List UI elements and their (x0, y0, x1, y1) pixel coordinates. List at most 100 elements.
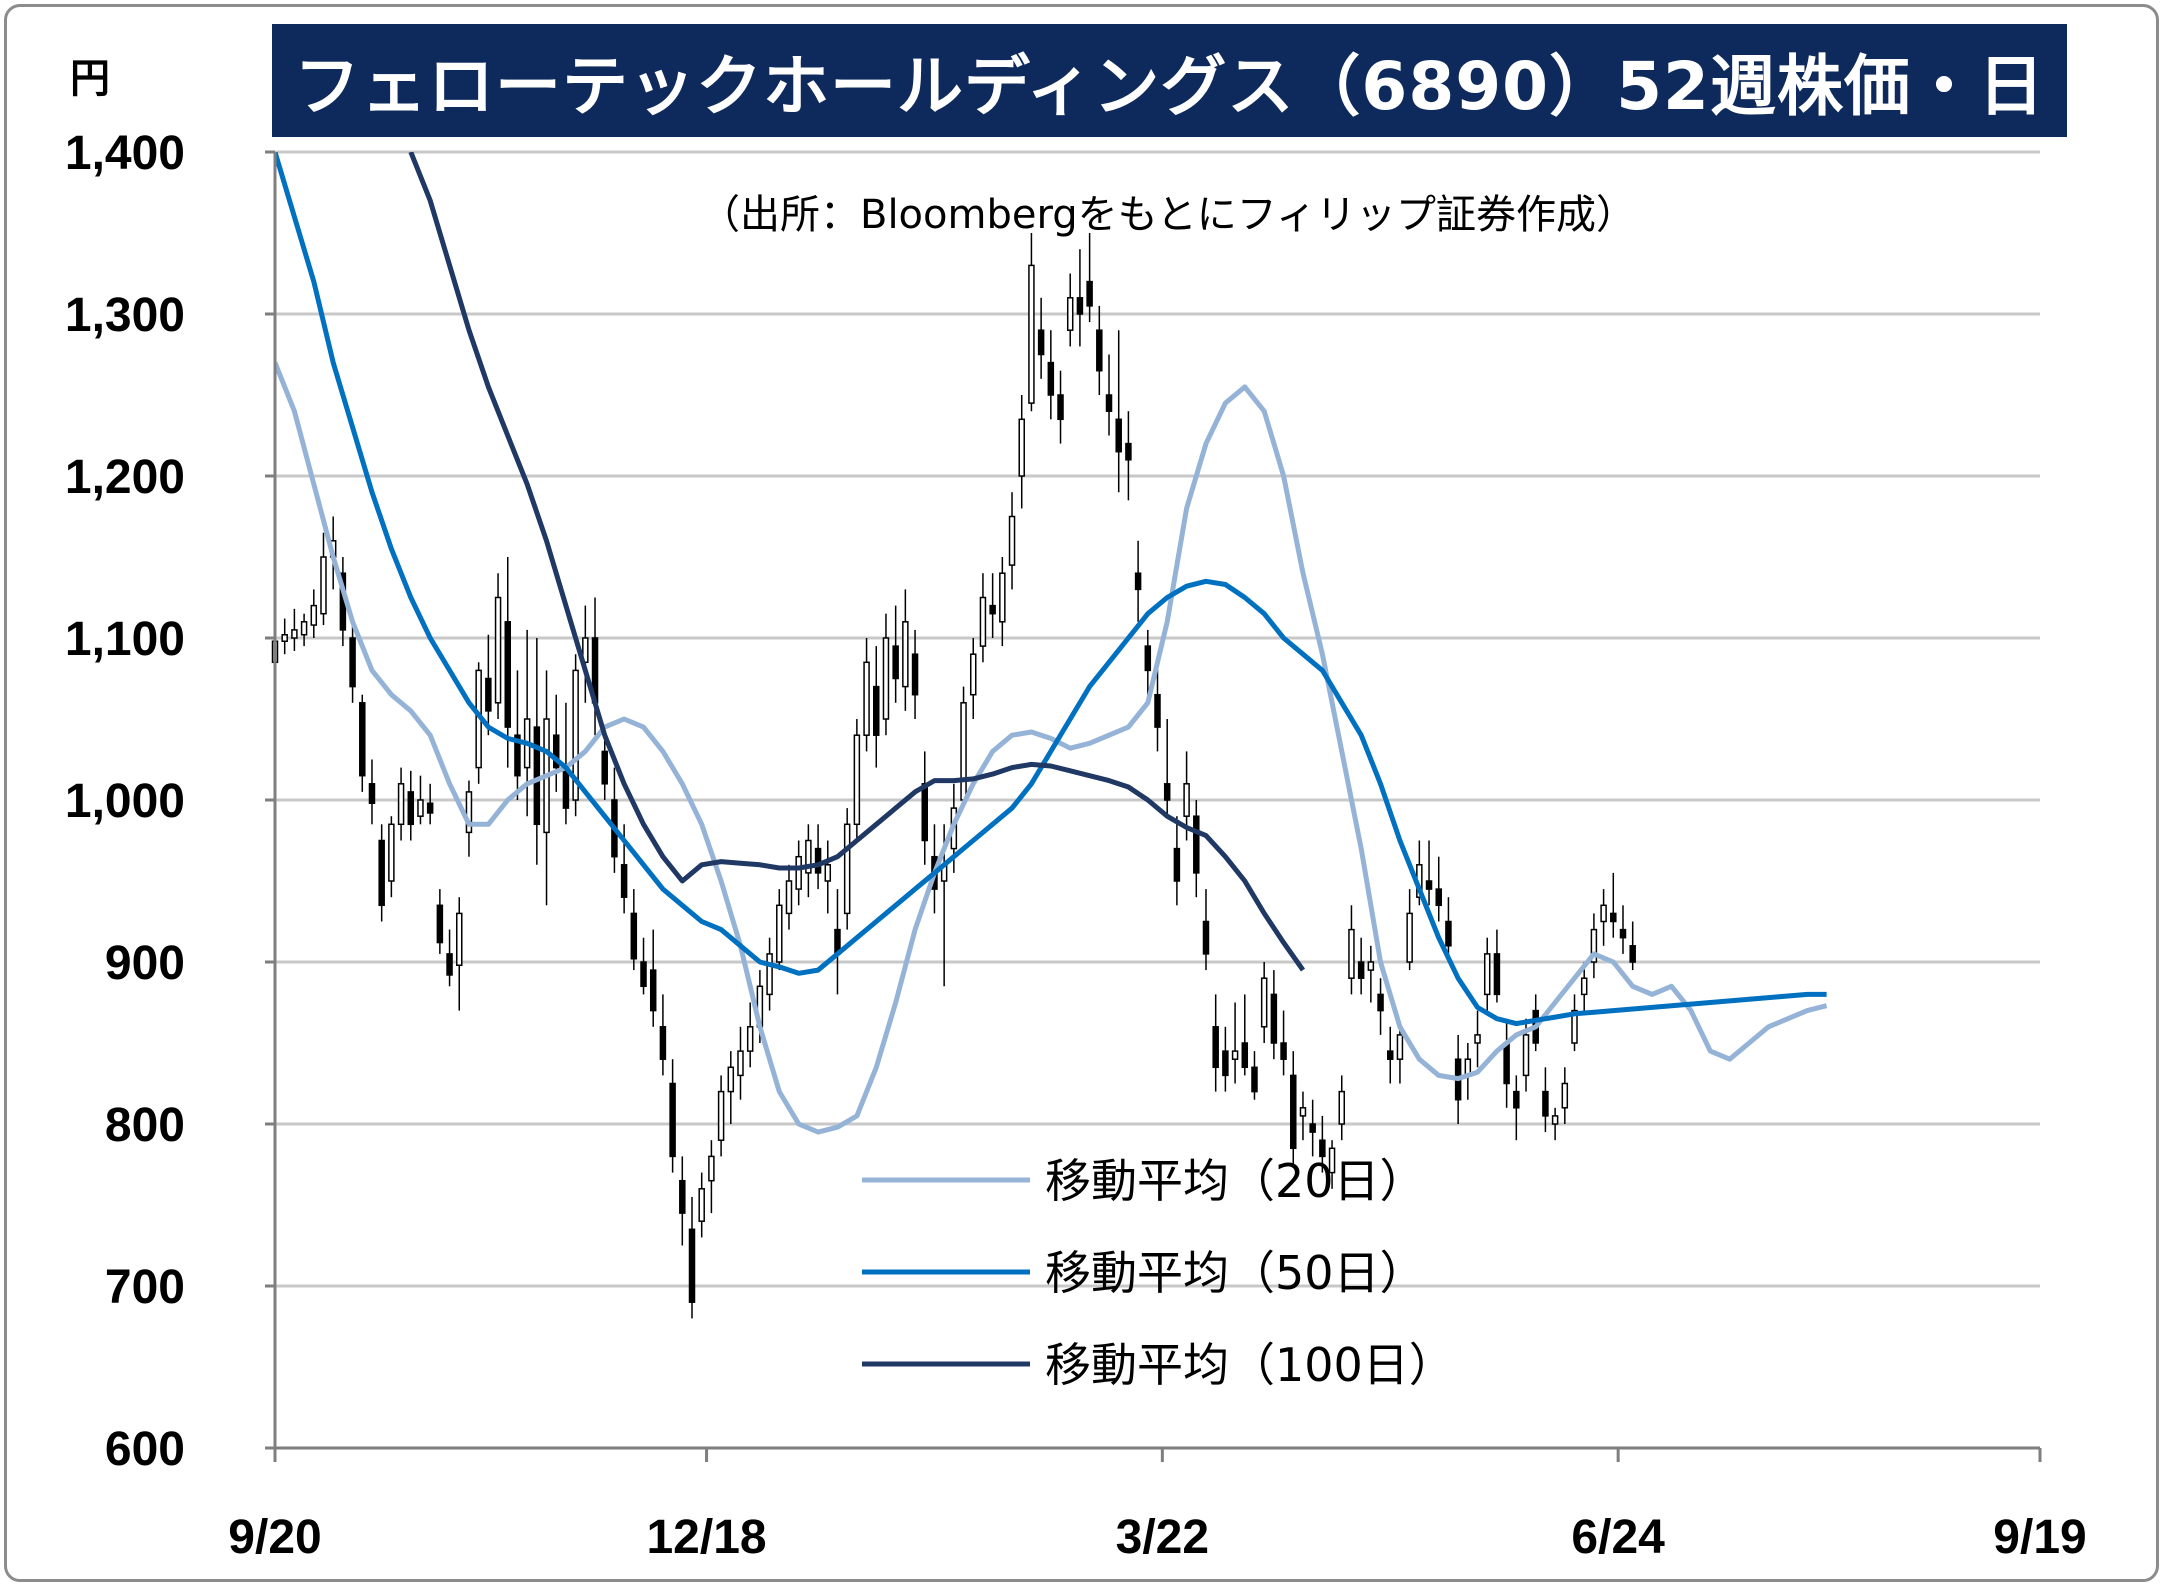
moving-average-lines (275, 152, 1828, 1135)
candle-body (1290, 1074, 1297, 1150)
candle-body (1445, 920, 1452, 947)
candle-body (494, 596, 502, 704)
candle-body (446, 953, 453, 976)
candle-body (630, 912, 638, 960)
candle-body (824, 864, 832, 882)
candle-body (533, 726, 541, 826)
candle-body (1241, 1042, 1249, 1069)
y-tick-label: 900 (105, 937, 185, 990)
candle-body (1561, 1082, 1569, 1109)
candle-body (843, 823, 851, 915)
candle-body (1425, 880, 1433, 890)
chart-title: フェローテックホールディングス（6890）52週株価・日 (294, 47, 2045, 125)
candle-body (785, 880, 793, 915)
candle-body (310, 604, 318, 626)
candle-body (1474, 1034, 1481, 1044)
candle-body (1144, 645, 1152, 672)
candle-body (1047, 361, 1055, 396)
candle-body (1154, 693, 1161, 728)
candle-body (1513, 1090, 1520, 1109)
candle-body (1105, 394, 1113, 412)
candle-body (436, 904, 444, 944)
candle-body (1076, 297, 1084, 315)
y-tick-label: 600 (105, 1423, 185, 1476)
candle-body (737, 1050, 744, 1077)
candle-body (1086, 280, 1093, 307)
candle-body (1483, 953, 1491, 996)
candle-body (1542, 1090, 1549, 1117)
candle-body (407, 791, 415, 826)
candle-body (1066, 297, 1074, 331)
candle-body (1008, 515, 1016, 566)
candle-body (1115, 418, 1122, 453)
candle-body (1386, 1050, 1394, 1060)
candle-body (679, 1179, 686, 1214)
candle-body (698, 1188, 705, 1222)
candle-body (1134, 572, 1142, 591)
candle-body (1309, 1123, 1316, 1133)
axes: 1,400 1,300 1,200 1,100 1,000 900 800 700 600 9/2… (65, 127, 2087, 1564)
candle-body (1629, 945, 1636, 963)
y-unit-label: 円 (70, 56, 110, 102)
candle-body (1173, 847, 1181, 882)
candle-body (979, 596, 987, 647)
candle-body (1590, 928, 1598, 963)
candle-body (1163, 783, 1171, 801)
candle-body (1057, 394, 1064, 421)
chart-title-banner: フェローテックホールディングス（6890）52週株価・日 (272, 24, 2067, 137)
candle-body (892, 645, 899, 680)
legend: 移動平均（20日） 移動平均（50日） 移動平均（100日） (862, 1154, 1455, 1392)
y-tick-label: 800 (105, 1099, 185, 1152)
candle-body (426, 802, 434, 814)
candle-body (1231, 1050, 1239, 1060)
candle-body (717, 1090, 725, 1141)
y-tick-label: 700 (105, 1261, 185, 1314)
y-tick-label: 1,300 (65, 289, 185, 342)
candle-body (1503, 1042, 1510, 1085)
candle-body (882, 637, 890, 720)
candle-body (514, 734, 521, 777)
candle-body (1193, 815, 1200, 874)
candle-body (504, 621, 511, 728)
y-tick-label: 1,000 (65, 775, 185, 828)
candle-body (1202, 920, 1210, 955)
candle-body (1270, 993, 1278, 1044)
y-tick-label: 1,100 (65, 613, 185, 666)
candle-body (649, 969, 657, 1012)
candle-body (795, 855, 802, 890)
x-tick-label: 3/22 (1116, 1511, 1209, 1564)
candle-body (776, 904, 783, 963)
candle-body (1571, 1009, 1578, 1044)
candle-body (1096, 329, 1103, 372)
candle-body (1260, 977, 1268, 1028)
candle-body (1251, 1066, 1258, 1093)
candle-body (620, 864, 628, 898)
candle-body (863, 661, 870, 736)
y-tick-label: 1,200 (65, 451, 185, 504)
source-note: （出所：Bloombergをもとにフィリップ証券作成） (700, 192, 1636, 238)
candle-body (669, 1082, 676, 1158)
candle-body (1406, 912, 1413, 963)
candle-body (1299, 1107, 1307, 1117)
candle-body (1338, 1090, 1346, 1125)
candle-body (1018, 418, 1025, 477)
candle-body (349, 637, 356, 688)
candle-body (300, 621, 308, 636)
candle-body (359, 702, 366, 777)
candle-body (1328, 1147, 1336, 1174)
y-tick-label: 1,400 (65, 127, 185, 180)
candle-body (708, 1155, 715, 1182)
candle-body (388, 823, 395, 882)
ma-line (275, 152, 1827, 1027)
x-tick-label: 9/19 (1993, 1511, 2086, 1564)
candle-body (1367, 961, 1375, 971)
candle-body (291, 629, 298, 639)
candle-body (1619, 928, 1627, 939)
gridlines (275, 150, 2040, 1288)
candle-body (1222, 1050, 1229, 1077)
legend-label: 移動平均（20日） (1045, 1154, 1426, 1208)
candle-body (999, 572, 1006, 623)
candle-body (1435, 888, 1442, 907)
candle-body (640, 961, 647, 988)
candle-body (1610, 912, 1617, 923)
